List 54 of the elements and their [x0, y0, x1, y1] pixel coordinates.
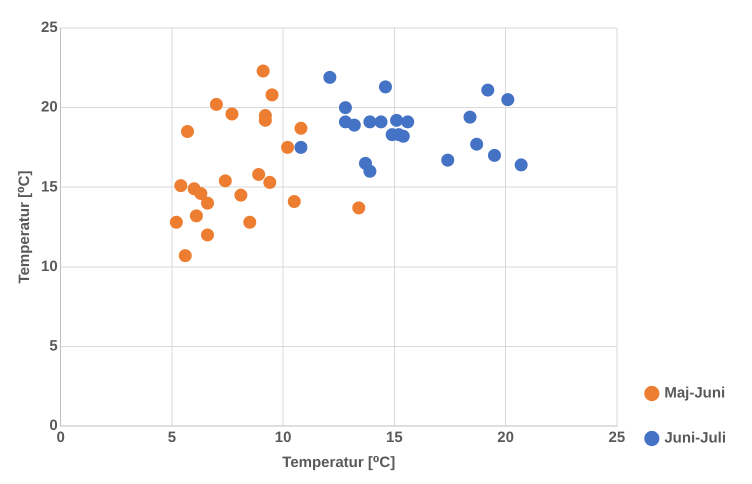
point — [234, 188, 248, 202]
point — [178, 249, 192, 262]
point — [323, 70, 336, 84]
point — [294, 140, 308, 154]
point — [170, 216, 183, 229]
point — [201, 196, 214, 210]
x-tick-label: 25 — [608, 429, 626, 446]
point — [201, 228, 214, 242]
y-tick-label: 20 — [40, 98, 58, 116]
point — [338, 101, 352, 114]
point — [390, 114, 404, 127]
point — [348, 118, 361, 132]
point — [281, 140, 294, 154]
y-tick-label: 0 — [49, 417, 58, 434]
point — [488, 148, 501, 162]
point — [190, 209, 203, 222]
point — [481, 84, 494, 97]
point — [470, 138, 484, 151]
y-axis-title: Temperatur [⁰C] — [16, 170, 34, 284]
point — [464, 110, 477, 124]
point — [374, 115, 388, 128]
point — [174, 179, 188, 192]
point — [378, 80, 392, 94]
legend-label: Juni-Juli — [664, 430, 726, 447]
point — [180, 124, 194, 138]
point — [256, 64, 270, 78]
point — [294, 122, 308, 135]
y-tick-label: 25 — [40, 19, 58, 36]
point — [218, 174, 232, 188]
point — [352, 201, 366, 214]
x-tick-label: 20 — [497, 429, 514, 446]
point — [288, 195, 301, 208]
y-tick-label: 15 — [40, 178, 58, 196]
x-tick-label: 5 — [168, 429, 176, 446]
point — [401, 115, 414, 128]
point — [252, 168, 266, 181]
point — [514, 158, 528, 172]
point — [194, 187, 208, 200]
y-tick-label: 5 — [49, 338, 58, 355]
point — [501, 93, 514, 106]
legend-label: Maj-Juni — [664, 384, 726, 402]
point — [396, 130, 410, 143]
point — [243, 216, 256, 229]
y-tick-label: 10 — [40, 258, 58, 275]
point — [363, 115, 376, 128]
point — [441, 154, 454, 167]
x-tick-label: 15 — [386, 429, 403, 446]
point — [225, 107, 238, 120]
point — [263, 176, 276, 189]
point — [266, 88, 279, 102]
point — [363, 164, 376, 178]
point — [210, 98, 223, 111]
x-tick-label: 10 — [274, 429, 292, 446]
x-axis-title: Temperatur [⁰C] — [282, 454, 396, 472]
